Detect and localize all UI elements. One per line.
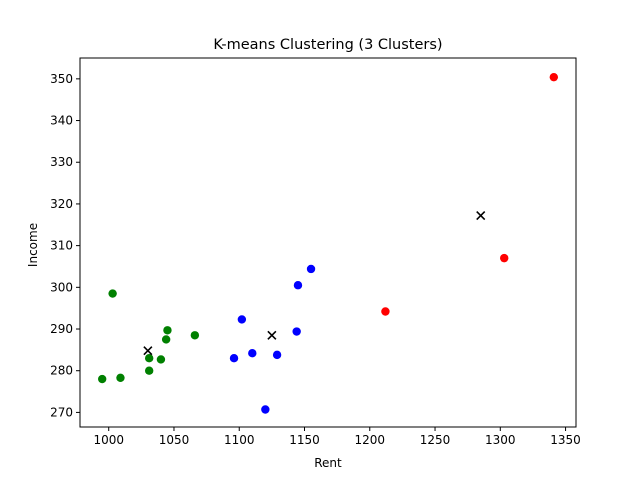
centroid-marker — [267, 330, 277, 340]
x-tick-label: 1250 — [420, 433, 451, 447]
data-point — [272, 350, 282, 360]
data-point — [161, 335, 171, 344]
centroid-marker — [476, 211, 486, 221]
centroid-stroke — [267, 330, 277, 340]
plot-area — [80, 58, 576, 427]
y-tick-label: 310 — [50, 239, 73, 253]
y-tick-label: 340 — [50, 114, 73, 128]
data-point — [116, 373, 125, 382]
x-tick-label: 1350 — [550, 433, 581, 447]
x-axis-label: Rent — [314, 456, 342, 470]
plot-background — [80, 58, 576, 427]
y-tick-label: 320 — [50, 197, 73, 211]
y-tick-label: 290 — [50, 322, 73, 336]
axes-frame — [79, 57, 577, 428]
data-point — [144, 366, 154, 375]
x-tick-label: 1200 — [354, 433, 385, 447]
data-point — [156, 355, 166, 364]
data-point — [306, 264, 316, 274]
data-point — [237, 315, 247, 324]
data-points — [97, 72, 559, 414]
data-point — [229, 354, 239, 363]
data-point — [293, 281, 303, 290]
data-point — [144, 354, 154, 363]
data-point — [292, 327, 301, 336]
centroid-marker — [143, 346, 153, 356]
centroid-stroke — [476, 211, 486, 221]
chart-title: K-means Clustering (3 Clusters) — [213, 37, 442, 53]
data-point — [500, 253, 509, 263]
x-tick-label: 1050 — [159, 433, 190, 447]
y-axis-label: Income — [26, 223, 40, 267]
axes: 1000 1050 1100 1150 1200 1250 1300 1350 270 280 29… — [50, 57, 581, 447]
data-point — [549, 72, 559, 82]
data-point — [381, 307, 390, 316]
x-tick-label: 1100 — [224, 433, 255, 447]
data-point — [108, 289, 117, 298]
data-point — [261, 405, 270, 414]
y-tick-label: 280 — [50, 364, 73, 378]
x-tick-label: 1300 — [485, 433, 516, 447]
x-tick-label: 1000 — [93, 433, 124, 447]
data-point — [248, 349, 257, 358]
data-point — [190, 331, 200, 340]
centroid-stroke — [143, 346, 153, 356]
x-tick-label: 1150 — [289, 433, 320, 447]
data-point — [97, 374, 107, 384]
y-tick-label: 350 — [50, 72, 73, 86]
data-point — [163, 326, 172, 335]
y-tick-label: 300 — [50, 280, 73, 294]
y-tick-label: 270 — [50, 405, 73, 419]
y-tick-label: 330 — [50, 155, 73, 169]
